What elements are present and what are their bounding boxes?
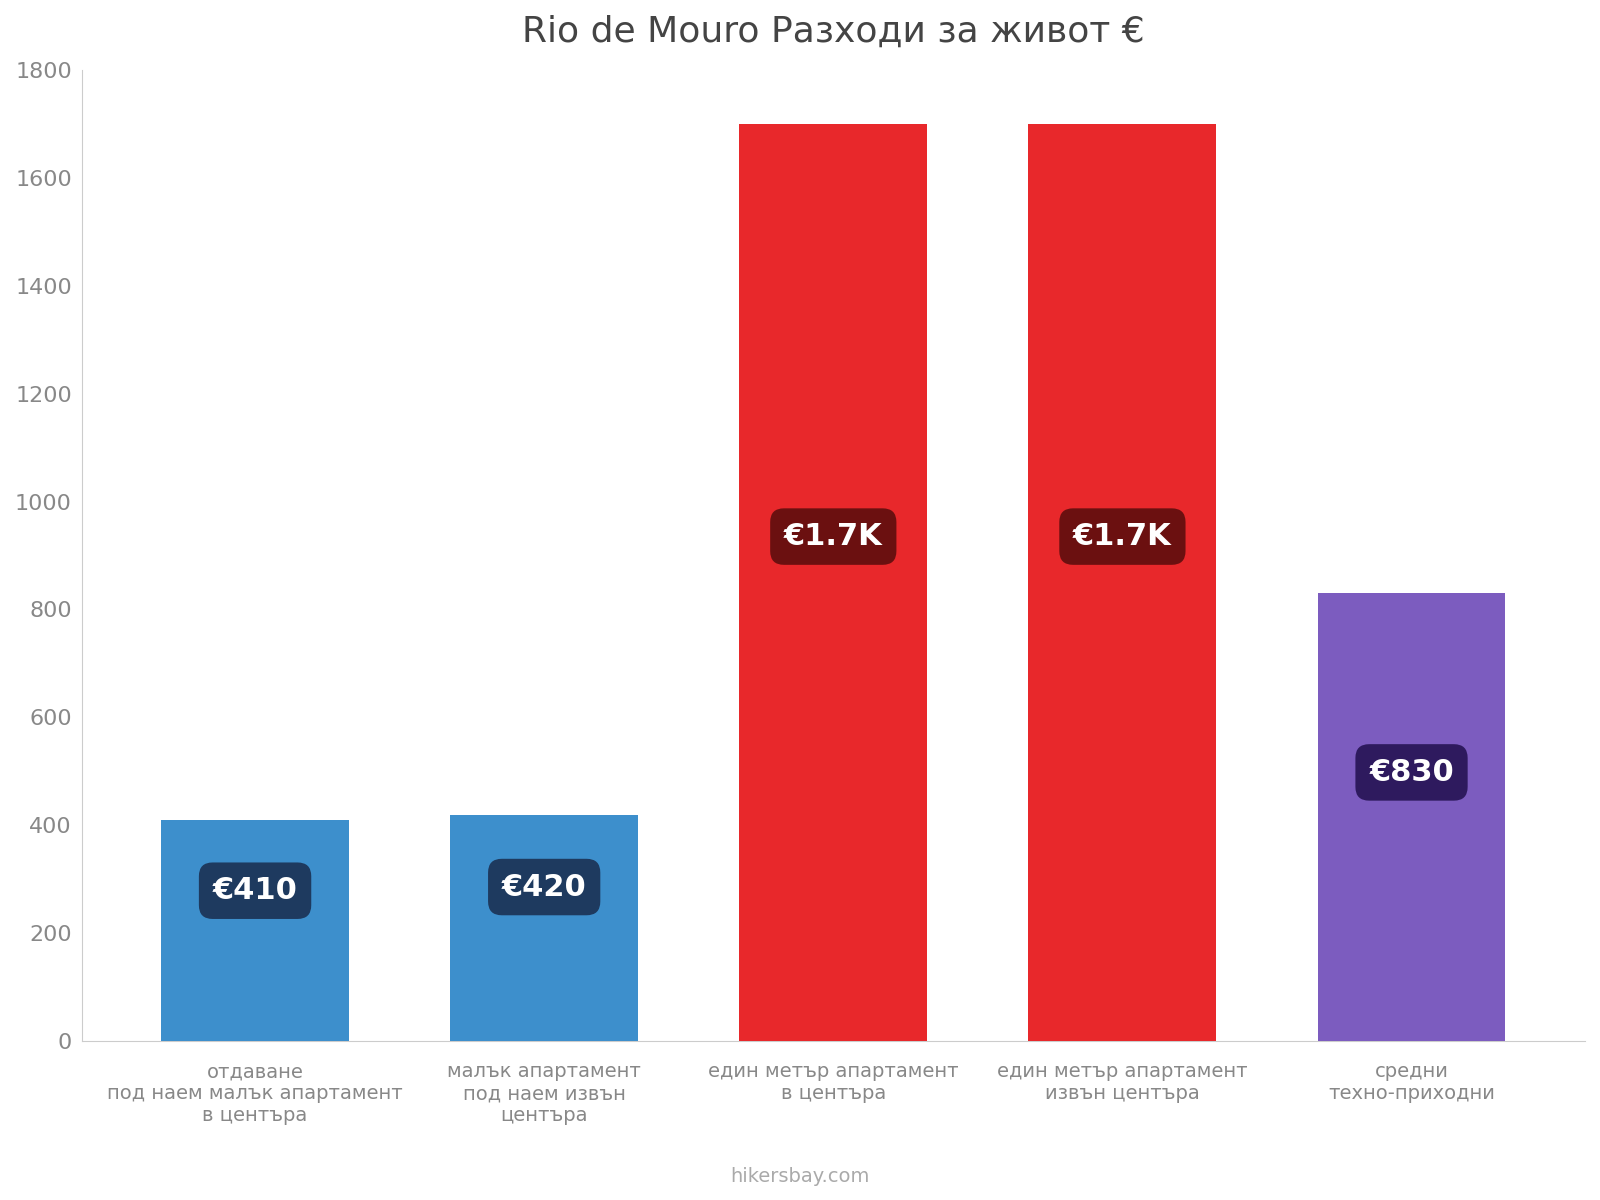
Bar	[739, 124, 928, 1042]
Bar	[1029, 124, 1216, 1042]
Text: €1.7K: €1.7K	[784, 522, 883, 551]
Text: €420: €420	[502, 872, 587, 901]
Text: €830: €830	[1370, 758, 1454, 787]
Bar	[450, 815, 638, 1042]
Text: hikersbay.com: hikersbay.com	[730, 1166, 870, 1186]
Text: €1.7K: €1.7K	[1074, 522, 1171, 551]
Bar	[162, 820, 349, 1042]
Bar	[1317, 593, 1506, 1042]
Text: €410: €410	[213, 876, 298, 905]
Title: Rio de Mouro Разходи за живот €: Rio de Mouro Разходи за живот €	[522, 14, 1144, 49]
